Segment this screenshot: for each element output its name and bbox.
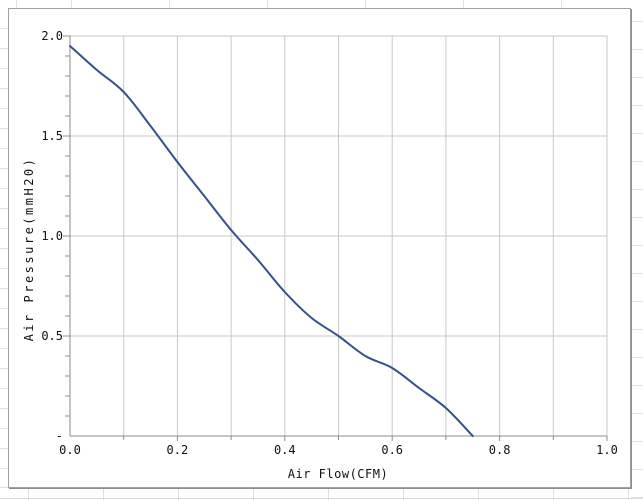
x-tick-label: 0.4	[273, 443, 296, 457]
y-axis-title: Air Pressure(mmH20)	[22, 156, 36, 342]
y-tick-label: 1.0	[41, 229, 63, 243]
x-tick-label: 0.6	[381, 443, 404, 457]
x-tick-label: 1.0	[596, 443, 618, 457]
x-tick-label: 0.2	[166, 443, 189, 457]
y-tick-label: -	[55, 429, 63, 443]
x-tick-label: 0.0	[59, 443, 81, 457]
x-axis-title: Air Flow(CFM)	[287, 467, 389, 481]
spreadsheet-grid-right	[631, 0, 643, 500]
spreadsheet-grid-left	[0, 9, 9, 488]
spreadsheet-grid-bottom	[0, 488, 643, 500]
y-tick-label: 1.5	[41, 129, 63, 143]
y-tick-label: 2.0	[41, 29, 63, 43]
spreadsheet-grid-top	[0, 0, 643, 9]
chart-area[interactable]	[8, 8, 631, 488]
y-tick-label: 0.5	[41, 329, 63, 343]
x-tick-label: 0.8	[488, 443, 511, 457]
